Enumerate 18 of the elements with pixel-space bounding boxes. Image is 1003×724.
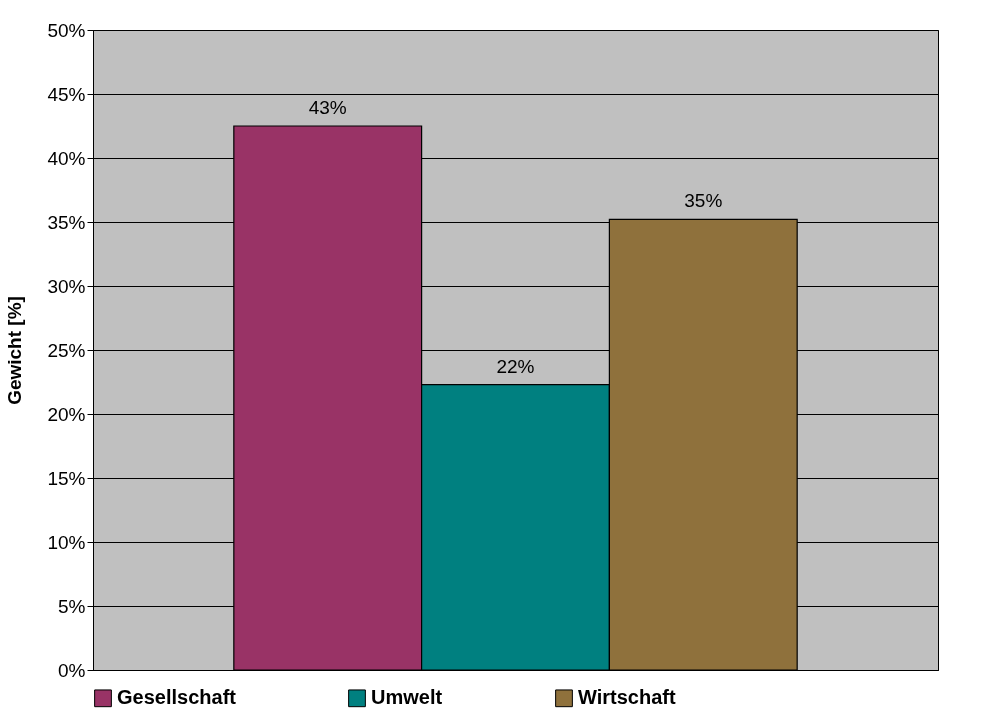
- y-tick-label: 30%: [47, 275, 86, 297]
- data-label: 43%: [308, 97, 347, 118]
- y-axis-title: Gewicht [%]: [4, 296, 26, 405]
- y-tick-label: 0%: [58, 659, 86, 681]
- y-tick-label: 5%: [58, 595, 86, 617]
- legend-label: Wirtschaft: [578, 686, 676, 709]
- y-tick-label: 50%: [47, 19, 86, 41]
- y-tick-label: 20%: [47, 403, 86, 425]
- data-label: 22%: [496, 355, 535, 377]
- y-tick-label: 45%: [47, 83, 86, 105]
- legend-label: Umwelt: [371, 686, 443, 709]
- data-label: 35%: [684, 190, 723, 212]
- y-tick-label: 40%: [47, 147, 86, 169]
- legend-label: Gesellschaft: [117, 686, 237, 709]
- y-tick-label: 10%: [47, 531, 86, 553]
- y-tick-label: 35%: [47, 211, 86, 233]
- y-tick-label: 25%: [47, 339, 86, 361]
- y-tick-label: 15%: [47, 467, 86, 489]
